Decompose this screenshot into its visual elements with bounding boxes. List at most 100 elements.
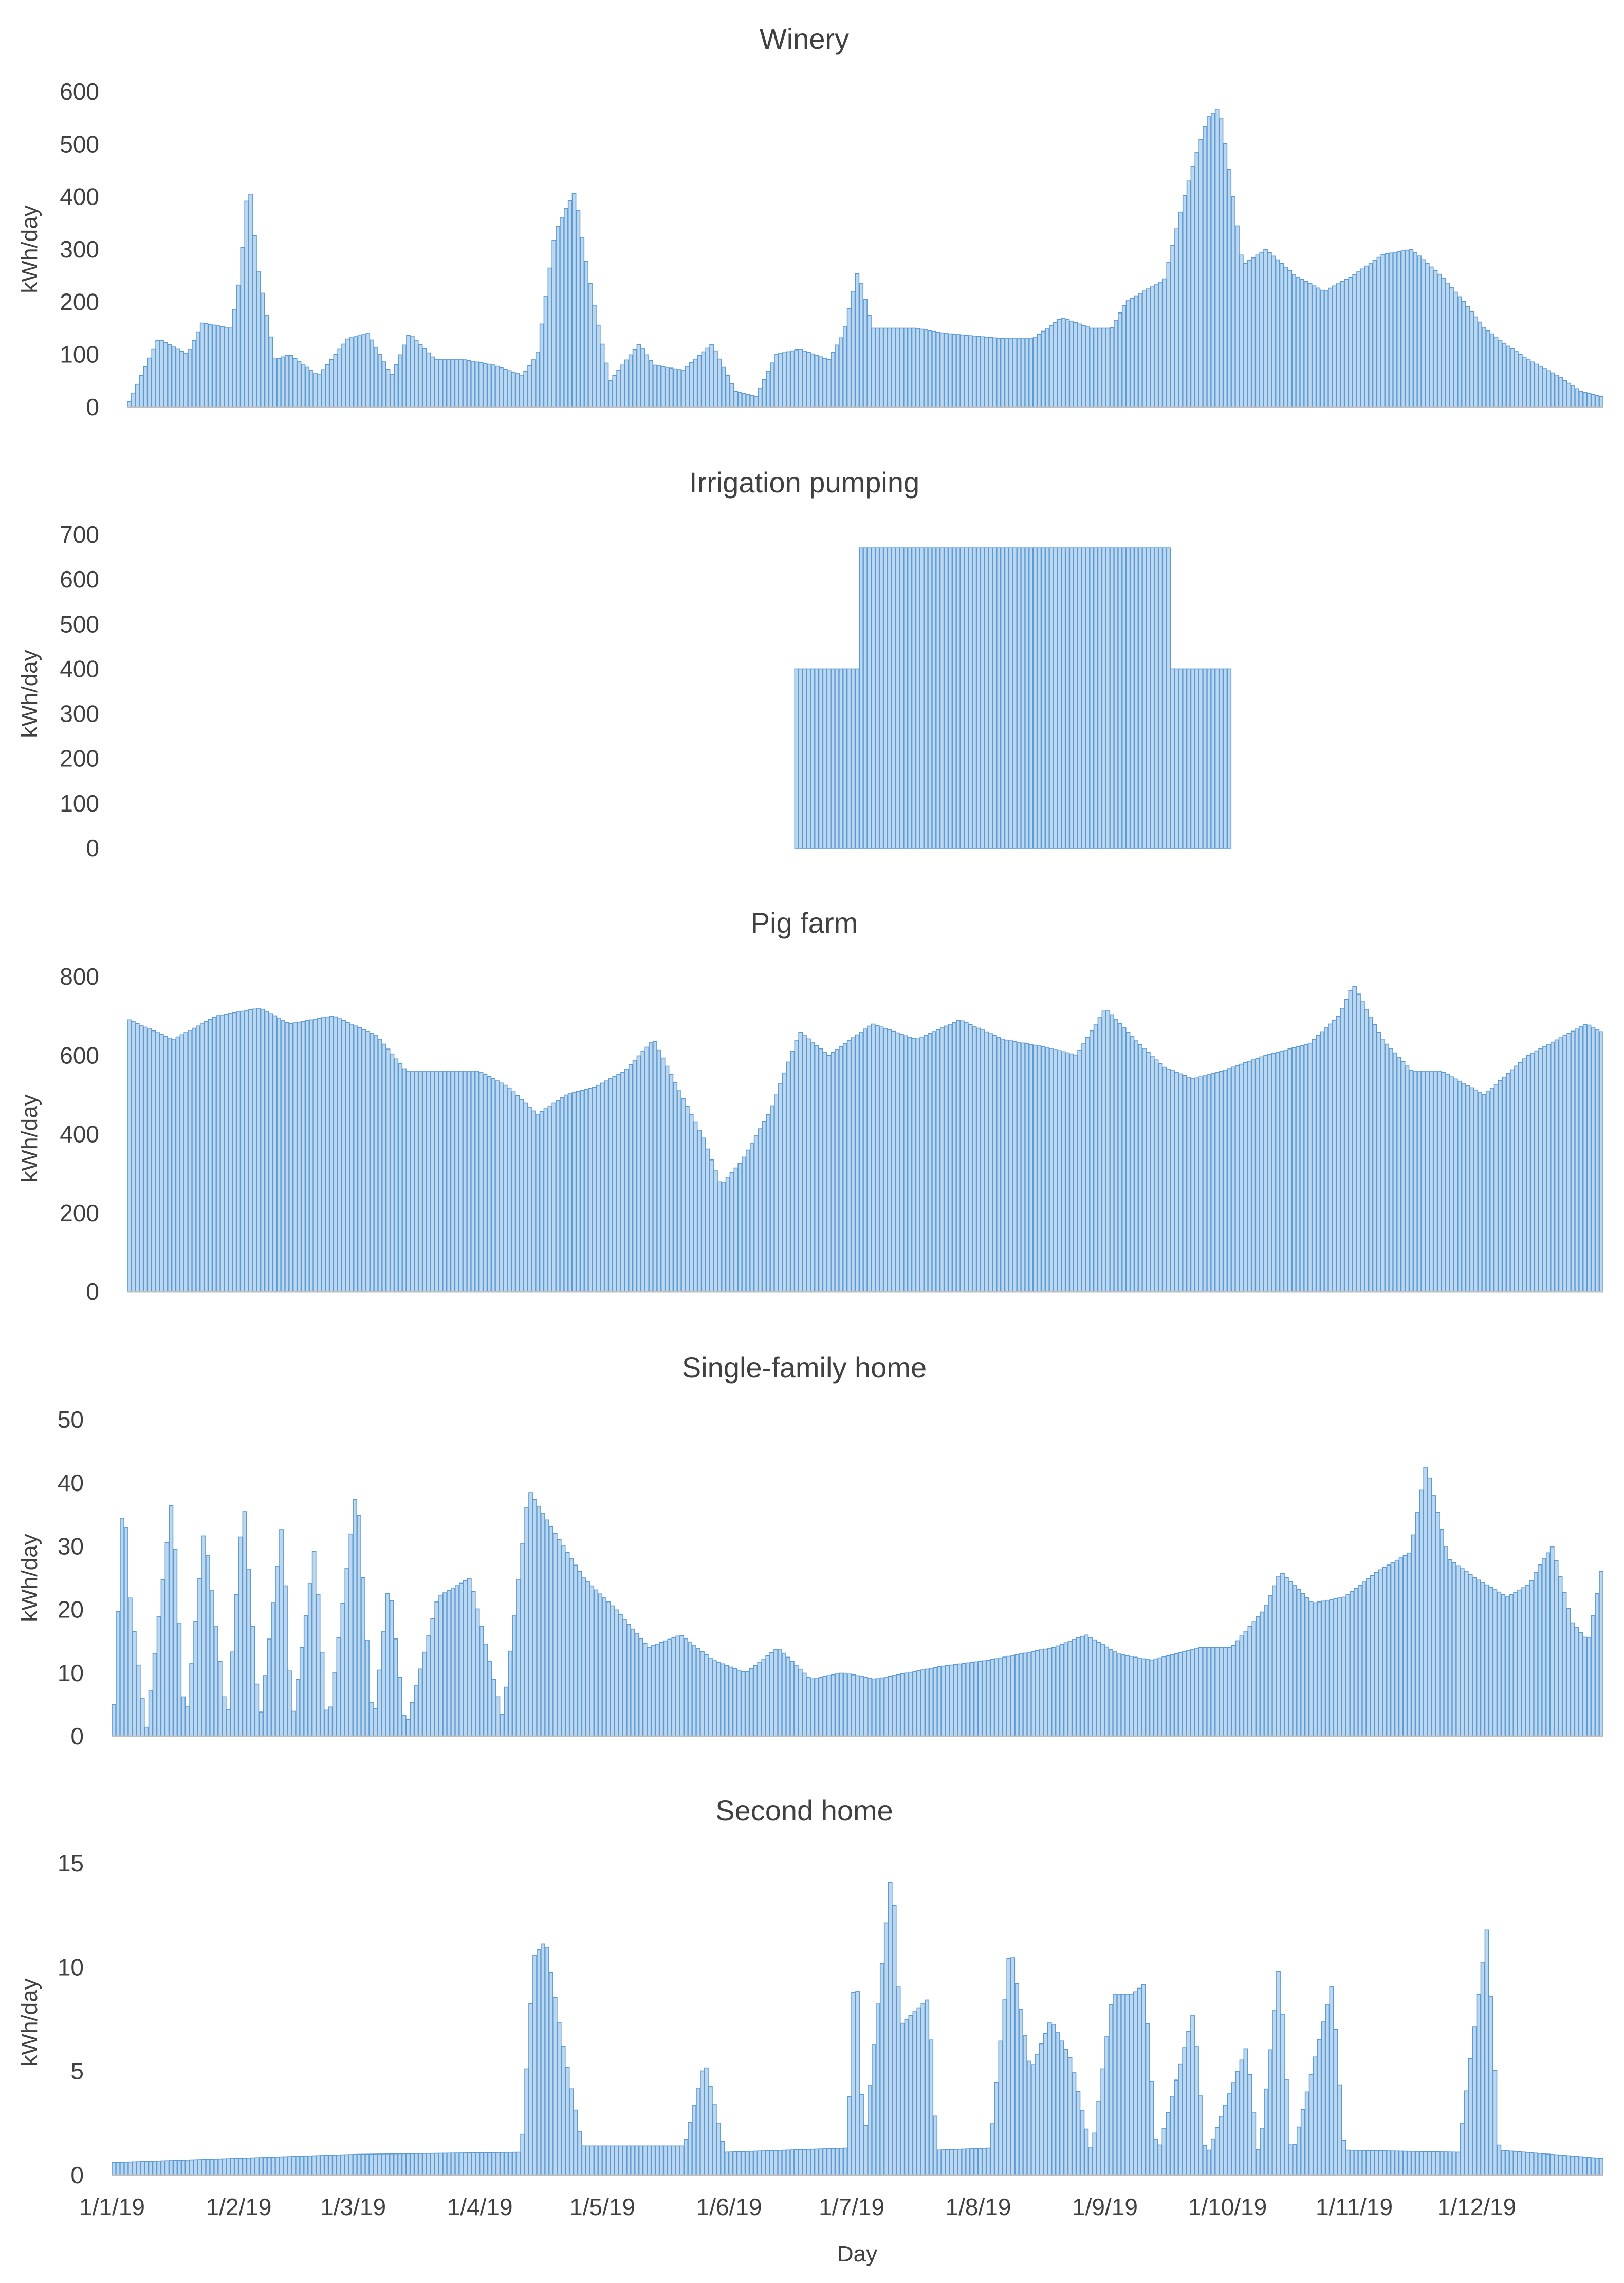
bar: [410, 336, 415, 408]
bar: [1077, 323, 1082, 408]
bar: [669, 367, 674, 408]
bar: [1110, 327, 1114, 408]
bar: [311, 1551, 317, 1737]
bar: [1291, 1047, 1296, 1292]
bar: [483, 363, 488, 408]
bar: [835, 344, 839, 408]
bar: [636, 1055, 641, 1292]
bar: [1182, 668, 1187, 849]
bar: [179, 351, 184, 408]
x-tick-label: 1/4/19: [447, 2194, 513, 2220]
bar: [1550, 372, 1555, 408]
bar: [557, 2022, 562, 2176]
bar: [1174, 2079, 1179, 2176]
bar: [1150, 547, 1155, 849]
bar: [177, 1623, 182, 1737]
bar: [276, 1017, 282, 1292]
bar: [883, 1677, 889, 1737]
bar: [1219, 668, 1224, 849]
bar: [1376, 1032, 1381, 1292]
bar: [606, 2145, 611, 2176]
bar: [328, 1706, 333, 1737]
bar: [1382, 2150, 1387, 2176]
bar: [1182, 1651, 1187, 1737]
bar: [984, 1031, 989, 1292]
bar: [798, 668, 803, 849]
bar: [1407, 1552, 1412, 1737]
bar: [1538, 1048, 1543, 1292]
bar: [499, 1082, 504, 1292]
bar: [1345, 1594, 1351, 1737]
bar: [846, 1040, 852, 1292]
bar: [899, 547, 904, 849]
bar: [112, 2162, 116, 2176]
bar: [892, 1905, 897, 2176]
bar: [1566, 382, 1572, 408]
bar: [309, 370, 313, 408]
bar: [361, 1577, 365, 1737]
bar: [434, 1071, 439, 1292]
bar: [1333, 2029, 1338, 2176]
bar: [916, 1670, 921, 1737]
bar: [131, 1021, 136, 1292]
bar: [1113, 1651, 1117, 1737]
bar: [254, 2157, 260, 2176]
bar: [907, 327, 912, 408]
bar: [1473, 316, 1479, 408]
bar: [903, 547, 908, 849]
bar: [328, 2155, 333, 2176]
bar: [1415, 2151, 1420, 2176]
bar: [1035, 1650, 1040, 1737]
bar: [1072, 1639, 1077, 1737]
bar: [1509, 2150, 1514, 2176]
bar: [438, 1071, 443, 1292]
bar: [1591, 2157, 1596, 2176]
bar: [831, 2148, 836, 2176]
bar: [630, 2145, 635, 2176]
bar: [471, 1591, 476, 1737]
bar: [1506, 345, 1511, 408]
bar: [564, 1094, 568, 1292]
bar: [283, 1585, 288, 1737]
bar: [1455, 2151, 1461, 2176]
bar: [1117, 1994, 1121, 2176]
bar: [236, 1011, 241, 1292]
bar: [855, 1675, 860, 1737]
bar: [295, 2156, 300, 2176]
bar: [1124, 1994, 1130, 2176]
bar: [1105, 1010, 1111, 1292]
bar: [569, 1558, 574, 1737]
bar: [1093, 327, 1098, 408]
bar: [547, 267, 552, 408]
bar: [1407, 2150, 1412, 2176]
bar: [152, 2161, 157, 2176]
bar: [561, 1545, 566, 1737]
bar: [357, 1027, 362, 1292]
bar: [426, 1635, 431, 1737]
bar: [700, 2070, 705, 2176]
bar: [438, 359, 443, 408]
bar: [199, 1023, 205, 1292]
bar: [1493, 336, 1499, 408]
bar: [398, 1063, 403, 1292]
bar: [206, 1555, 210, 1737]
bar: [896, 1986, 901, 2176]
bar: [152, 1653, 157, 1737]
bar: [1501, 1594, 1506, 1737]
bar: [487, 2152, 492, 2176]
bar: [263, 2157, 268, 2176]
x-tick-label: 1/9/19: [1072, 2194, 1138, 2220]
bar: [1223, 1647, 1228, 1737]
bar: [426, 2152, 431, 2176]
y-tick-label: 40: [58, 1469, 84, 1496]
bar: [1578, 1026, 1583, 1292]
y-tick-label: 400: [60, 655, 99, 682]
bar: [1360, 1001, 1365, 1292]
bar: [949, 2149, 954, 2176]
bar: [1362, 2150, 1367, 2176]
bar: [483, 1643, 488, 1737]
bar: [793, 2149, 799, 2176]
bar: [564, 208, 568, 408]
bar: [624, 1069, 629, 1292]
